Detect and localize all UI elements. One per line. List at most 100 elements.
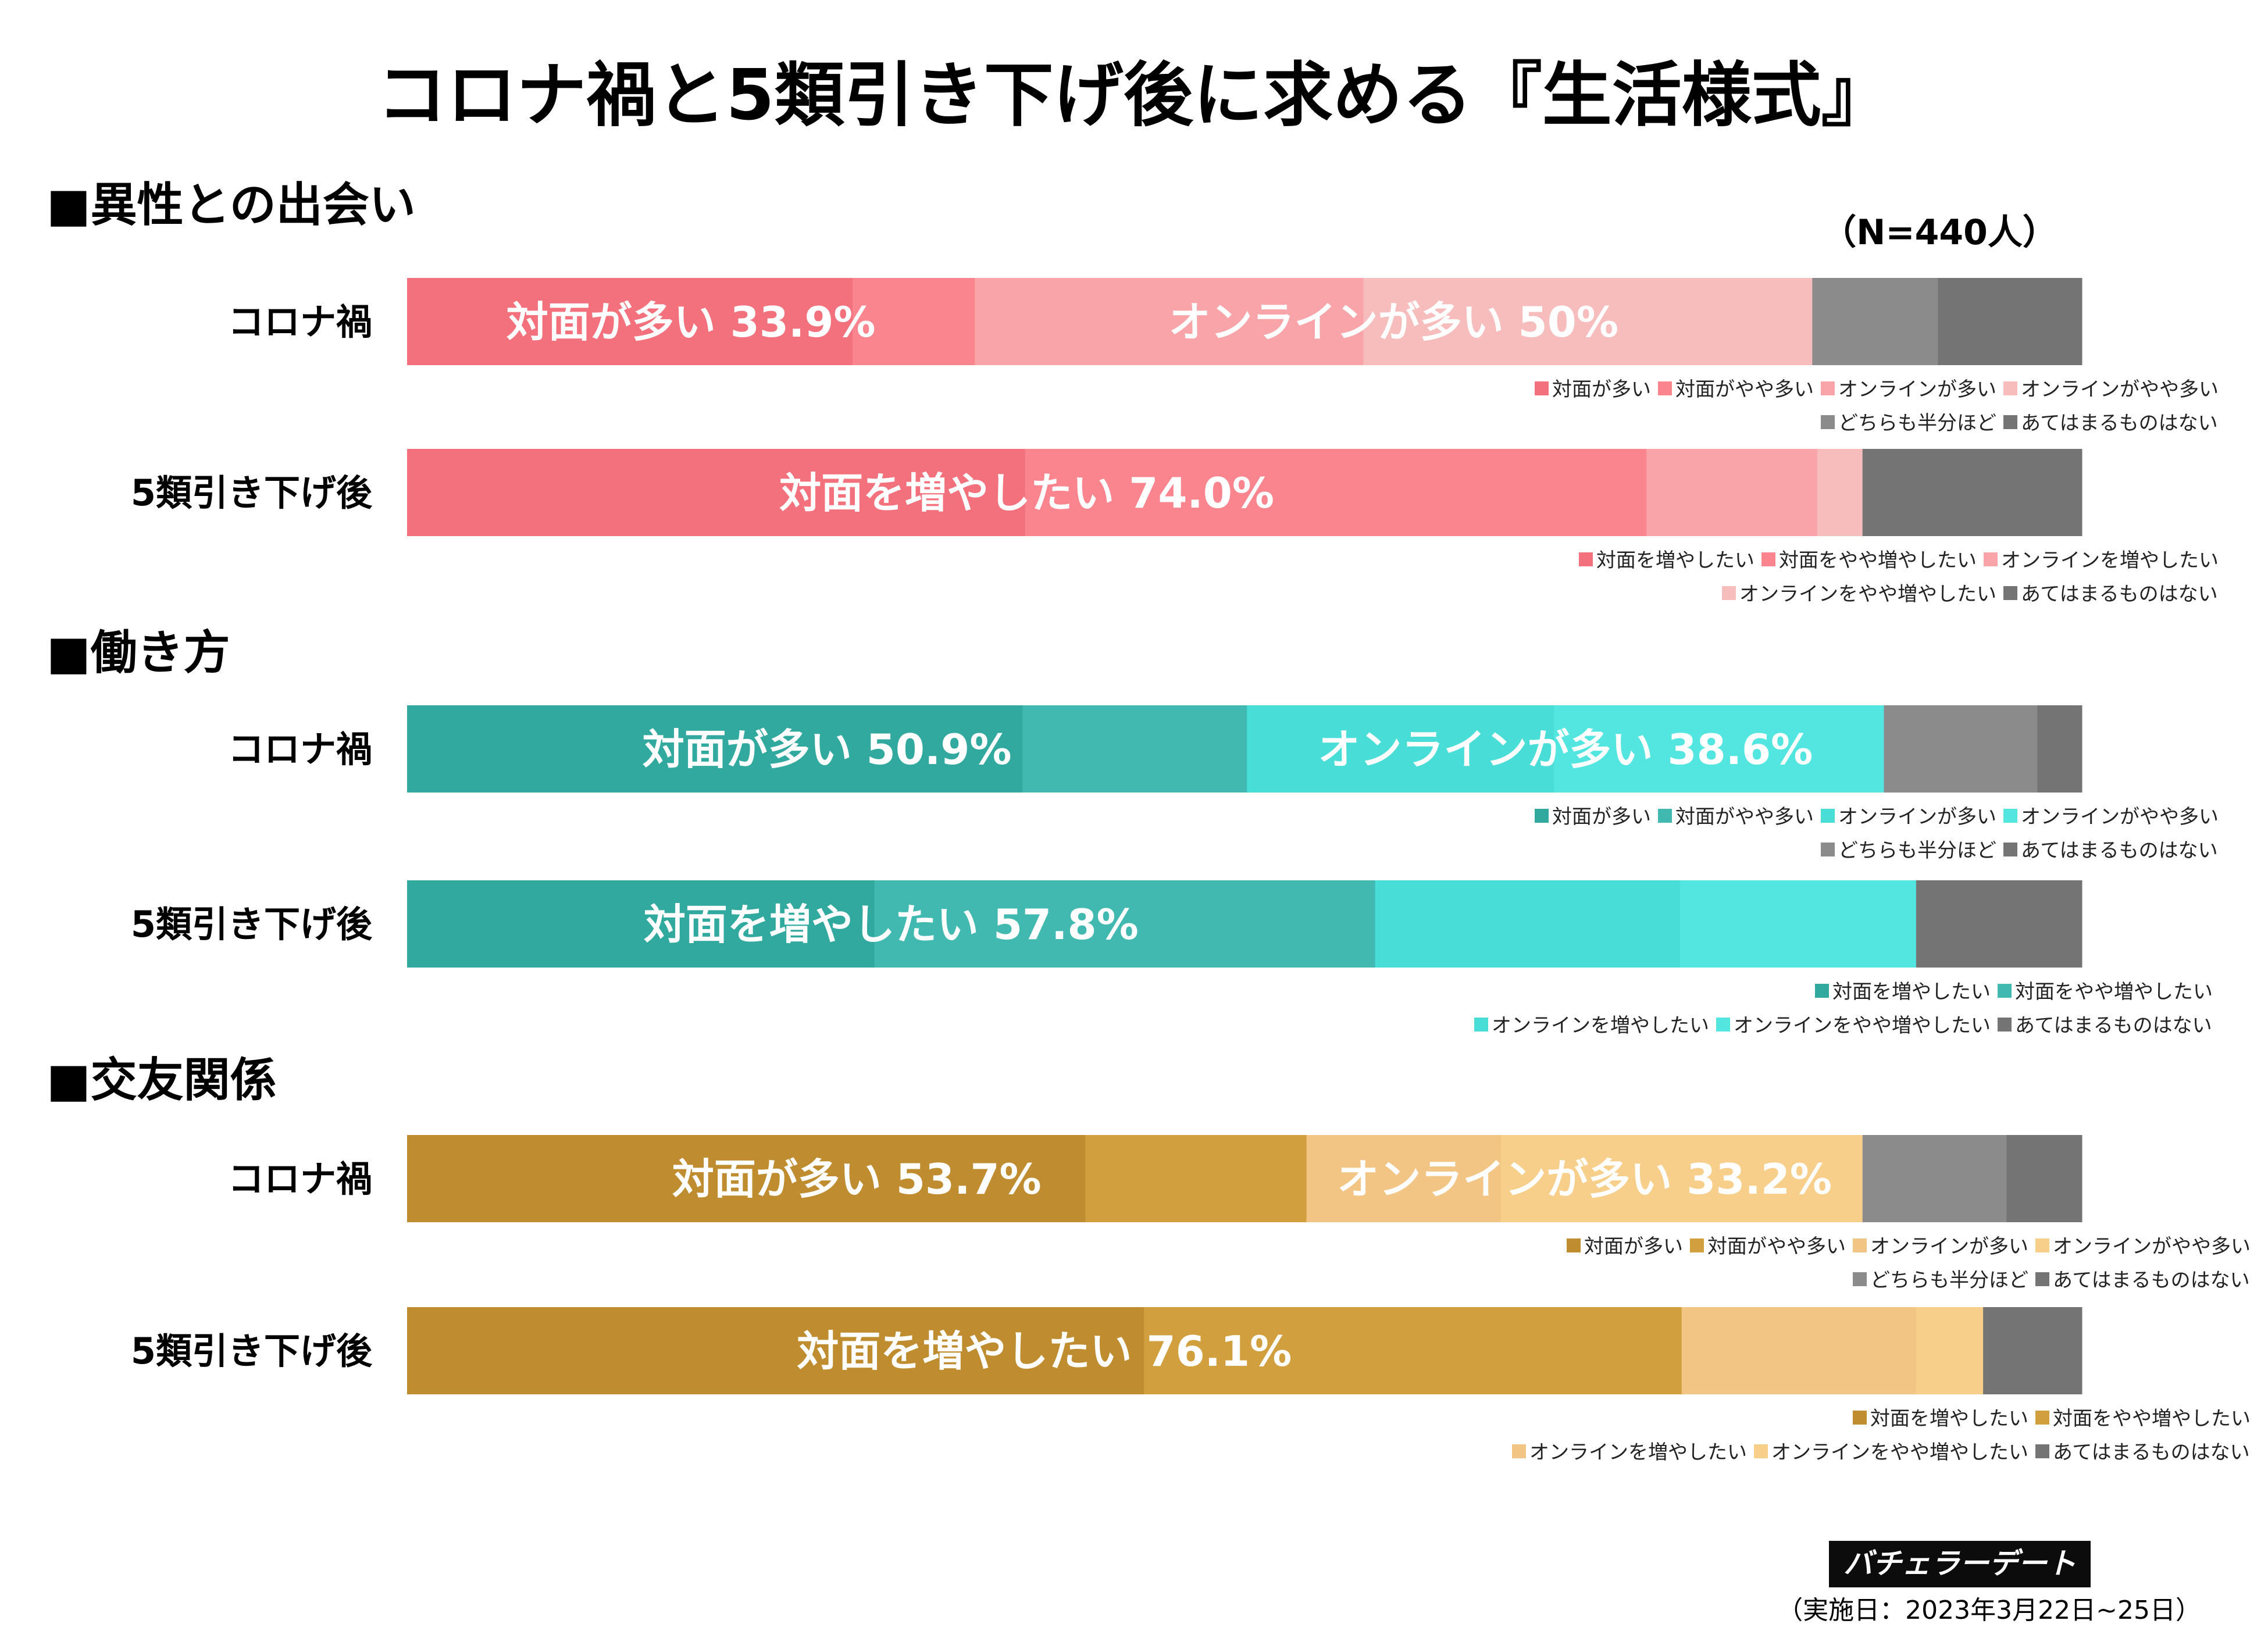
bar-segment: オンラインをやや増やしたい 14.1% <box>1679 880 1917 968</box>
row-label: コロナ禍 <box>228 728 372 770</box>
legend-swatch <box>1821 843 1835 856</box>
row-label: コロナ禍 <box>228 1158 372 1200</box>
row-label: 5類引き下げ後 <box>131 472 373 514</box>
legend-swatch <box>1658 381 1672 395</box>
legend-swatch <box>1821 381 1835 395</box>
legend-swatch <box>1512 1444 1526 1458</box>
data-label: オンラインが多い 33.2% <box>1337 1155 1832 1204</box>
legend-label: 対面を増やしたい <box>1596 549 1755 572</box>
bar-segment: 対面が多い 37.3% <box>407 705 1023 793</box>
row-label: コロナ禍 <box>228 301 372 343</box>
bar-segment: あてはまるものはない 13.1% <box>1862 449 2082 536</box>
data-label: 対面を増やしたい 76.1% <box>797 1327 1292 1376</box>
row-label: 5類引き下げ後 <box>131 1330 373 1372</box>
legend-label: オンラインがやや多い <box>2021 378 2219 401</box>
legend-label: 対面がやや多い <box>1675 805 1814 829</box>
legend-label: オンラインを増やしたい <box>1492 1014 1709 1037</box>
legend-swatch <box>2035 1444 2049 1458</box>
legend-swatch <box>2035 1411 2049 1425</box>
legend-swatch <box>1658 809 1672 823</box>
legend-swatch <box>1690 1238 1704 1252</box>
legend-swatch <box>2035 1238 2049 1252</box>
legend-label: 対面をやや増やしたい <box>1779 549 1977 572</box>
legend-label: オンラインをやや増やしたい <box>1734 1014 1991 1037</box>
data-label: 対面を増やしたい 74.0% <box>779 469 1274 517</box>
data-label: オンラインが多い 38.6% <box>1318 725 1813 774</box>
bar-segment: オンラインをやや増やしたい 2.7% <box>1817 449 1863 536</box>
legend-swatch <box>1998 984 2012 998</box>
legend-label: 対面が多い <box>1584 1235 1683 1258</box>
legend-swatch <box>1722 586 1736 600</box>
bar-segment: どちらも半分ほど 8.6% <box>1862 1135 2007 1222</box>
bar-segment: あてはまるものはない 9.9% <box>1916 880 2082 968</box>
legend-label: 対面を増やしたい <box>1870 1407 2028 1430</box>
section-title: ■異性との出会い <box>47 178 416 232</box>
legend-swatch <box>1821 809 1835 823</box>
bar-segment: 対面が多い 26.6% <box>407 278 853 365</box>
legend-swatch <box>2003 381 2017 395</box>
section-title: ■交友関係 <box>47 1053 277 1107</box>
bar-segment: 対面がやや多い 13.6% <box>1022 705 1247 793</box>
legend-swatch <box>1535 381 1549 395</box>
legend-label: 対面を増やしたい <box>1832 980 1991 1004</box>
legend-swatch <box>1474 1018 1488 1031</box>
bar-segment: オンラインを増やしたい 14% <box>1681 1307 1917 1394</box>
legend-swatch <box>1579 552 1593 566</box>
legend-label: オンラインがやや多い <box>2021 805 2219 829</box>
legend-swatch <box>1567 1238 1581 1252</box>
legend-label: あてはまるものはない <box>2053 1269 2250 1292</box>
bar-segment: 対面をやや増やしたい 32.1% <box>1144 1307 1682 1394</box>
bar-segment: あてはまるものはない 2.7% <box>2037 705 2082 793</box>
legend-swatch <box>1853 1411 1867 1425</box>
bar-segment: 対面を増やしたい 36.9% <box>407 449 1026 536</box>
section-title: ■働き方 <box>47 626 230 680</box>
legend-swatch <box>1754 1444 1768 1458</box>
legend-label: 対面が多い <box>1552 805 1651 829</box>
bar-segment: オンラインを増やしたい 10.2% <box>1646 449 1818 536</box>
bar-segment: 対面がやや多い 7.3% <box>853 278 975 365</box>
bar-segment: どちらも半分ほど 9.3% <box>1884 705 2038 793</box>
bar-segment: オンラインがやや多い 26.8% <box>1363 278 1813 365</box>
survey-date: （実施日：2023年3月22日~25日） <box>1777 1596 2201 1625</box>
legend-swatch <box>1815 984 1829 998</box>
legend-label: どちらも半分ほど <box>1838 412 1996 435</box>
legend-swatch <box>2003 586 2017 600</box>
bar-segment: 対面が多い 40.5% <box>407 1135 1086 1222</box>
legend-swatch <box>1853 1238 1867 1252</box>
bar-segment: あてはまるものはない 8.6% <box>1938 278 2082 365</box>
legend-label: あてはまるものはない <box>2021 412 2218 435</box>
legend-label: あてはまるものはない <box>2053 1441 2250 1464</box>
bar-segment: オンラインがやや多い 20% <box>1554 705 1885 793</box>
bar-segment: 対面を増やしたい 44% <box>407 1307 1144 1394</box>
bar-segment: オンラインが多い 18.6% <box>1247 705 1554 793</box>
legend-label: 対面がやや多い <box>1675 378 1814 401</box>
legend-swatch <box>2003 809 2017 823</box>
legend-label: オンラインをやや増やしたい <box>1739 583 1996 606</box>
sample-size: （N=440人） <box>1821 212 2057 253</box>
data-label: 対面が多い 50.9% <box>643 725 1012 774</box>
legend-label: オンラインが多い <box>1838 805 1996 829</box>
legend-label: オンラインをやや増やしたい <box>1771 1441 2028 1464</box>
bar-segment: オンラインをやや増やしたい 4% <box>1916 1307 1984 1394</box>
legend-label: どちらも半分ほど <box>1870 1269 2028 1292</box>
legend-swatch <box>1998 1018 2012 1031</box>
legend-label: あてはまるものはない <box>2021 839 2218 862</box>
bar-segment: 対面をやや増やしたい 29.9% <box>874 880 1376 968</box>
brand-logo: バチェラーデート <box>1829 1541 2091 1587</box>
legend-swatch <box>1716 1018 1730 1031</box>
legend-label: あてはまるものはない <box>2021 583 2218 606</box>
bar-segment: 対面をやや増やしたい 37.1% <box>1025 449 1647 536</box>
data-label: オンラインが多い 50% <box>1169 298 1618 347</box>
data-label: 対面が多い 53.7% <box>672 1155 1042 1204</box>
legend-label: オンラインが多い <box>1870 1235 2028 1258</box>
legend-label: オンラインがやや多い <box>2053 1235 2251 1258</box>
legend-swatch <box>2035 1272 2049 1286</box>
legend-label: オンラインが多い <box>1838 378 1996 401</box>
legend-swatch <box>1853 1272 1867 1286</box>
row-label: 5類引き下げ後 <box>131 903 373 945</box>
legend-label: 対面がやや多い <box>1707 1235 1846 1258</box>
bar-segment: どちらも半分ほど 7.5% <box>1812 278 1938 365</box>
legend-swatch <box>2003 415 2017 429</box>
